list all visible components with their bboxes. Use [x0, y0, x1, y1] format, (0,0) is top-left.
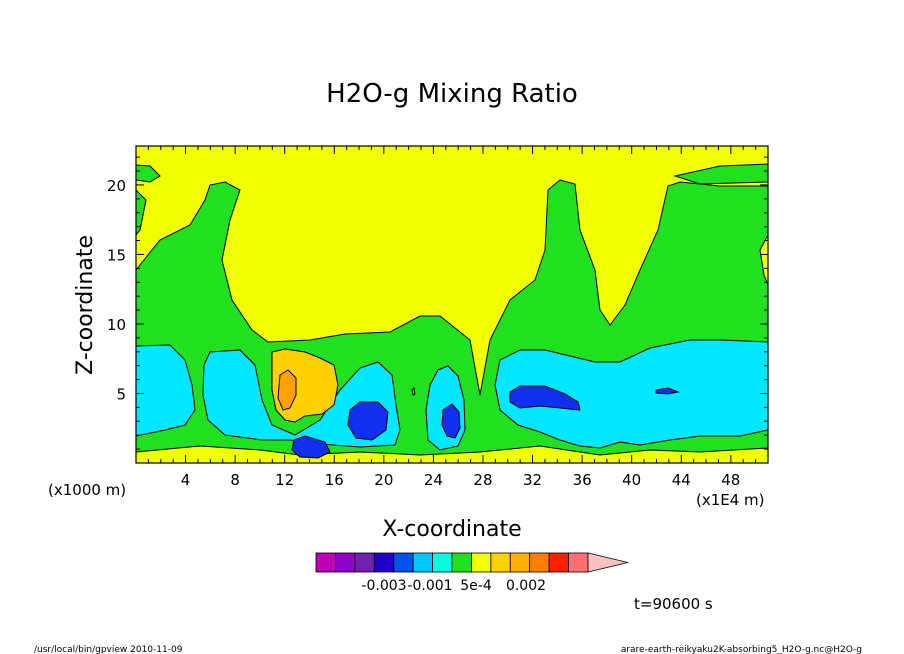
- colorbar-swatch: [412, 552, 433, 573]
- chart-title: H2O-g Mixing Ratio: [326, 79, 578, 109]
- x-unit-left: (x1000 m): [48, 481, 126, 499]
- x-tick-label: 48: [721, 471, 740, 489]
- colorbar-swatch: [315, 552, 336, 573]
- colorbar-swatch: [335, 552, 356, 573]
- y-tick-label: 15: [107, 246, 126, 264]
- x-tick-label: 4: [181, 471, 191, 489]
- colorbar-swatch: [354, 552, 375, 573]
- colorbar-swatch: [548, 552, 569, 573]
- colorbar-swatch: [451, 552, 472, 573]
- plot-frame: [135, 145, 769, 464]
- y-tick-label: 5: [116, 385, 126, 403]
- x-tick-label: 16: [325, 471, 344, 489]
- colorbar-label: -0.001: [407, 578, 452, 594]
- contour-level-blue: [291, 435, 331, 459]
- y-tick-label: 20: [107, 177, 126, 195]
- contour-field: [136, 146, 768, 463]
- colorbar-swatch: [432, 552, 453, 573]
- time-label: t=90600 s: [634, 595, 713, 613]
- footer-left: /usr/local/bin/gpview 2010-11-09: [34, 645, 183, 654]
- colorbar-arrow: [587, 552, 629, 573]
- contour-level-cyan: [136, 344, 196, 437]
- colorbar-label: -0.003: [361, 578, 406, 594]
- colorbar: -0.003 -0.001 5e-4 0.002: [315, 552, 629, 594]
- colorbar-label: 5e-4: [460, 578, 492, 594]
- x-tick-label: 12: [275, 471, 294, 489]
- x-unit-right: (x1E4 m): [696, 491, 765, 509]
- x-tick-label: 36: [573, 471, 592, 489]
- contour-level-orange: [277, 369, 297, 411]
- footer-right: arare-earth-reikyaku2K-absorbing5_H2O-g.…: [621, 645, 862, 654]
- colorbar-swatch: [568, 552, 589, 573]
- colorbar-label: 0.002: [506, 578, 546, 594]
- colorbar-swatch: [471, 552, 492, 573]
- y-axis-label: Z-coordinate: [73, 235, 98, 375]
- colorbar-swatch: [490, 552, 511, 573]
- x-tick-label: 24: [424, 471, 443, 489]
- colorbar-swatch: [509, 552, 531, 573]
- y-axis: 5 10 15 20: [107, 156, 768, 450]
- x-tick-label: 28: [473, 471, 492, 489]
- colorbar-swatch: [373, 552, 395, 573]
- x-tick-label: 44: [672, 471, 691, 489]
- colorbar-swatch: [529, 552, 550, 573]
- colorbar-swatch: [393, 552, 414, 573]
- y-tick-label: 10: [107, 316, 126, 334]
- x-tick-label: 40: [622, 471, 641, 489]
- x-tick-label: 32: [523, 471, 542, 489]
- x-axis-label: X-coordinate: [382, 517, 521, 542]
- x-tick-label: 8: [230, 471, 240, 489]
- x-axis: 4 8 12 16 20 24 28 32 36 40 44 48: [147, 146, 757, 489]
- x-tick-label: 20: [374, 471, 393, 489]
